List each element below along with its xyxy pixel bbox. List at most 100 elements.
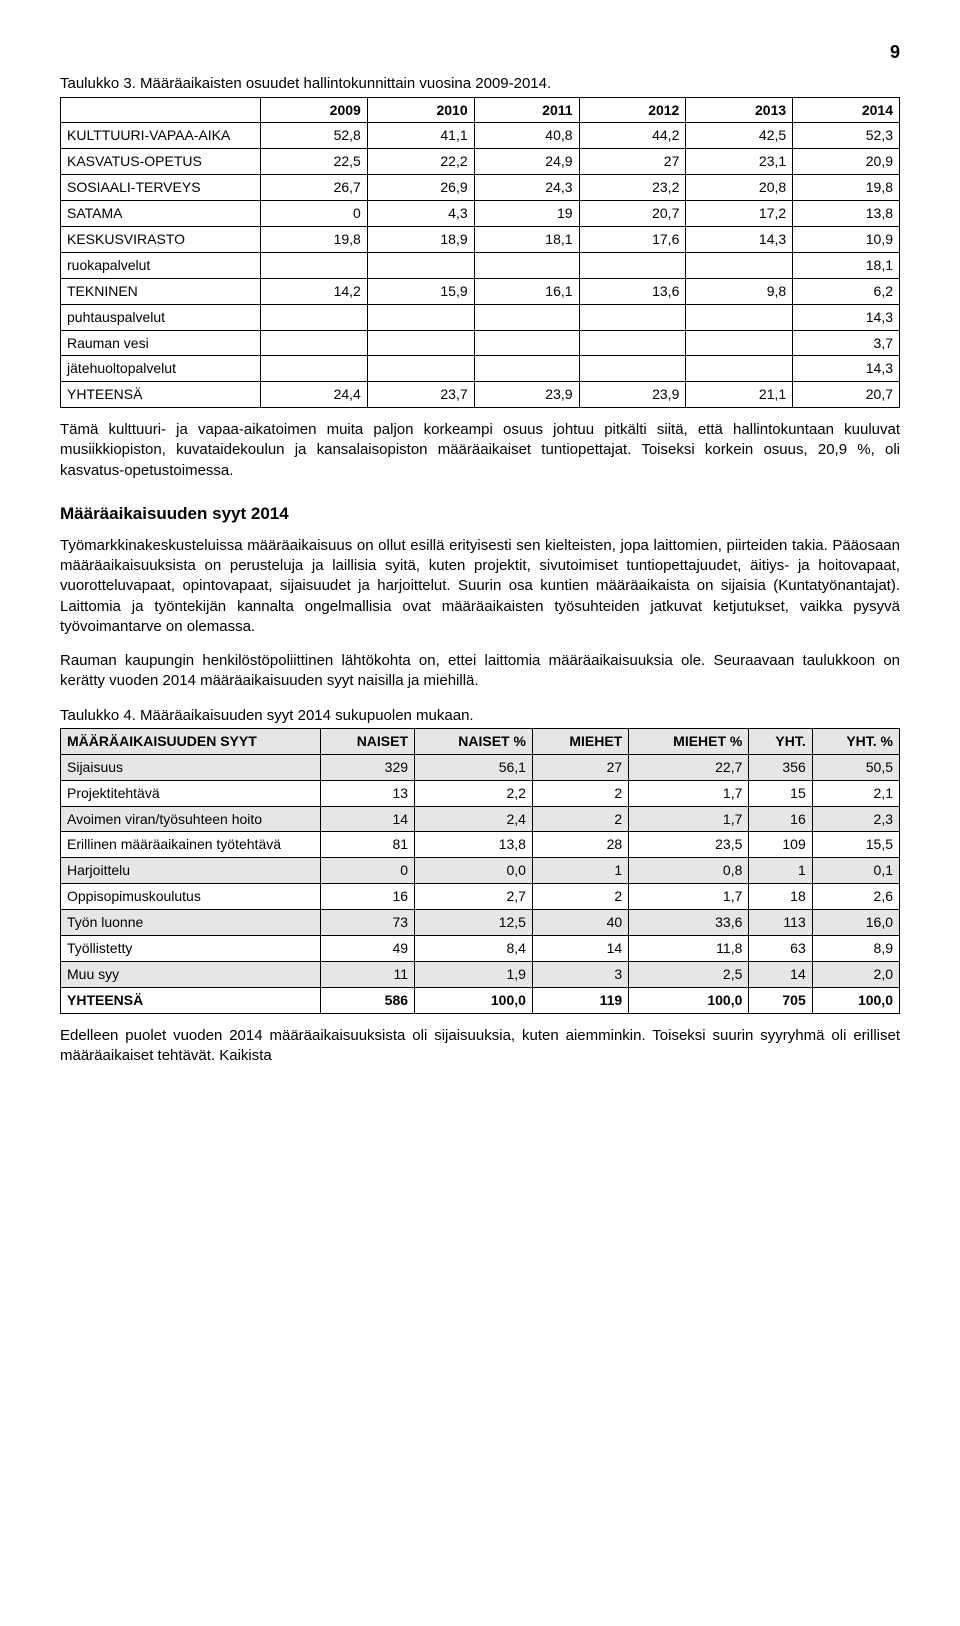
table2-cell: Avoimen viran/työsuhteen hoito bbox=[61, 806, 321, 832]
table2-cell: 2,6 bbox=[812, 884, 899, 910]
table1-cell: 21,1 bbox=[686, 382, 793, 408]
table2-header: NAISET bbox=[321, 728, 415, 754]
table1-cell: 16,1 bbox=[474, 278, 579, 304]
table1-cell: 14,3 bbox=[686, 227, 793, 253]
table2-cell: 28 bbox=[532, 832, 628, 858]
table1-cell: 19 bbox=[474, 201, 579, 227]
table1-row: ruokapalvelut18,1 bbox=[61, 252, 900, 278]
table1-cell: 23,2 bbox=[579, 175, 686, 201]
table2-cell: 2,4 bbox=[415, 806, 533, 832]
table2-cell: 22,7 bbox=[629, 754, 749, 780]
table1-cell: 24,9 bbox=[474, 149, 579, 175]
table1-cell bbox=[474, 252, 579, 278]
table2-cell: 2 bbox=[532, 806, 628, 832]
table1-cell: 22,5 bbox=[261, 149, 368, 175]
table2-row: Oppisopimuskoulutus162,721,7182,6 bbox=[61, 884, 900, 910]
table1-cell: 19,8 bbox=[793, 175, 900, 201]
table1-cell bbox=[367, 330, 474, 356]
table2-cell: 0,8 bbox=[629, 858, 749, 884]
table2-cell: 3 bbox=[532, 961, 628, 987]
table1-cell: 10,9 bbox=[793, 227, 900, 253]
table2-cell: Projektitehtävä bbox=[61, 780, 321, 806]
table2-cell: Harjoittelu bbox=[61, 858, 321, 884]
table1-cell: 26,7 bbox=[261, 175, 368, 201]
table2-cell: 16 bbox=[321, 884, 415, 910]
table1-cell: 4,3 bbox=[367, 201, 474, 227]
table2-cell: 40 bbox=[532, 910, 628, 936]
table1-cell: 18,9 bbox=[367, 227, 474, 253]
table2-cell: 8,9 bbox=[812, 936, 899, 962]
table1-cell: KESKUSVIRASTO bbox=[61, 227, 261, 253]
table1-row: YHTEENSÄ24,423,723,923,921,120,7 bbox=[61, 382, 900, 408]
table1-cell bbox=[579, 252, 686, 278]
table2-cell: 356 bbox=[749, 754, 812, 780]
table1-cell bbox=[261, 330, 368, 356]
table1-cell: 9,8 bbox=[686, 278, 793, 304]
table1: 2009 2010 2011 2012 2013 2014 KULTTUURI-… bbox=[60, 97, 900, 409]
table1-header: 2009 bbox=[261, 97, 368, 123]
table1-cell: KULTTUURI-VAPAA-AIKA bbox=[61, 123, 261, 149]
table2-cell: YHTEENSÄ bbox=[61, 987, 321, 1013]
table1-cell: KASVATUS-OPETUS bbox=[61, 149, 261, 175]
table1-header: 2012 bbox=[579, 97, 686, 123]
table1-cell bbox=[579, 356, 686, 382]
table1-cell: 6,2 bbox=[793, 278, 900, 304]
table2-cell: 16,0 bbox=[812, 910, 899, 936]
table1-cell: SATAMA bbox=[61, 201, 261, 227]
table2-cell: Erillinen määräaikainen työtehtävä bbox=[61, 832, 321, 858]
table1-cell: 44,2 bbox=[579, 123, 686, 149]
table1-cell bbox=[579, 304, 686, 330]
table1-cell: 17,6 bbox=[579, 227, 686, 253]
table2-cell: 1 bbox=[532, 858, 628, 884]
table1-cell bbox=[261, 252, 368, 278]
table2-cell: 13 bbox=[321, 780, 415, 806]
table2-cell: 14 bbox=[749, 961, 812, 987]
table1-cell: 19,8 bbox=[261, 227, 368, 253]
table1-header: 2010 bbox=[367, 97, 474, 123]
table1-cell: 17,2 bbox=[686, 201, 793, 227]
table1-row: KESKUSVIRASTO19,818,918,117,614,310,9 bbox=[61, 227, 900, 253]
table1-row: Rauman vesi3,7 bbox=[61, 330, 900, 356]
table2-cell: 100,0 bbox=[629, 987, 749, 1013]
table1-cell: jätehuoltopalvelut bbox=[61, 356, 261, 382]
table1-cell: 3,7 bbox=[793, 330, 900, 356]
table1-cell bbox=[367, 356, 474, 382]
table2: MÄÄRÄAIKAISUUDEN SYYT NAISET NAISET % MI… bbox=[60, 728, 900, 1014]
table1-cell: 22,2 bbox=[367, 149, 474, 175]
table1-cell: 20,7 bbox=[579, 201, 686, 227]
table1-cell: 52,3 bbox=[793, 123, 900, 149]
table2-cell: Oppisopimuskoulutus bbox=[61, 884, 321, 910]
table1-row: KASVATUS-OPETUS22,522,224,92723,120,9 bbox=[61, 149, 900, 175]
table1-row: puhtauspalvelut 14,3 bbox=[61, 304, 900, 330]
table2-cell: 0 bbox=[321, 858, 415, 884]
table2-cell: Työn luonne bbox=[61, 910, 321, 936]
table1-cell: 24,3 bbox=[474, 175, 579, 201]
table1-cell: 15,9 bbox=[367, 278, 474, 304]
table1-row: KULTTUURI-VAPAA-AIKA52,841,140,844,242,5… bbox=[61, 123, 900, 149]
table1-cell: 14,3 bbox=[793, 304, 900, 330]
table1-cell: 18,1 bbox=[793, 252, 900, 278]
table1-cell: 23,9 bbox=[474, 382, 579, 408]
table2-cell: 2 bbox=[532, 780, 628, 806]
table2-cell: 2,5 bbox=[629, 961, 749, 987]
table1-cell: 26,9 bbox=[367, 175, 474, 201]
table2-cell: 14 bbox=[532, 936, 628, 962]
table1-row: SOSIAALI-TERVEYS26,726,924,323,220,819,8 bbox=[61, 175, 900, 201]
table1-cell: 24,4 bbox=[261, 382, 368, 408]
table1-cell bbox=[261, 304, 368, 330]
table2-cell: 2 bbox=[532, 884, 628, 910]
table2-row: Projektitehtävä132,221,7152,1 bbox=[61, 780, 900, 806]
table2-cell: 11 bbox=[321, 961, 415, 987]
table1-row: jätehuoltopalvelut14,3 bbox=[61, 356, 900, 382]
table2-cell: 15,5 bbox=[812, 832, 899, 858]
table1-cell: puhtauspalvelut bbox=[61, 304, 261, 330]
table1-row: SATAMA04,31920,717,213,8 bbox=[61, 201, 900, 227]
table2-cell: 63 bbox=[749, 936, 812, 962]
table1-cell: 23,7 bbox=[367, 382, 474, 408]
table2-caption: Taulukko 4. Määräaikaisuuden syyt 2014 s… bbox=[60, 706, 900, 726]
table1-cell: 0 bbox=[261, 201, 368, 227]
table1-cell: 27 bbox=[579, 149, 686, 175]
table1-cell: 13,8 bbox=[793, 201, 900, 227]
table2-cell: 27 bbox=[532, 754, 628, 780]
table2-cell: 0,0 bbox=[415, 858, 533, 884]
